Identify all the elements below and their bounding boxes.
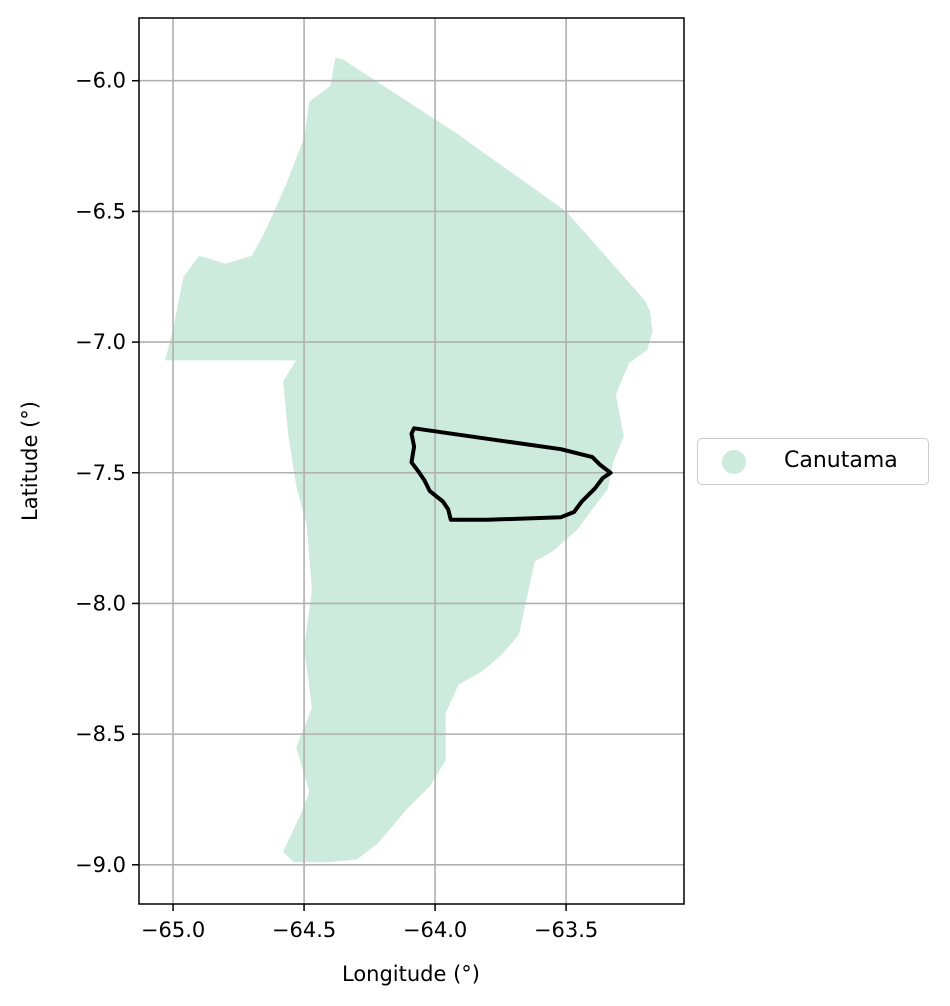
grid-layer bbox=[139, 18, 684, 904]
outline-layer bbox=[409, 426, 613, 522]
y-tick-label: −7.5 bbox=[75, 461, 126, 485]
region-canutama bbox=[165, 57, 653, 863]
y-tick-label: −8.0 bbox=[75, 591, 126, 615]
legend-label-canutama: Canutama bbox=[784, 448, 898, 473]
x-axis-label: Longitude (°) bbox=[342, 962, 480, 986]
x-tick-label: −65.0 bbox=[141, 918, 205, 942]
legend: Canutama bbox=[697, 438, 929, 485]
tick-layer: −65.0 −64.5 −64.0 −63.5 −6.0 −6.5 −7.0 −7.5 −8.0… bbox=[75, 69, 598, 942]
y-tick-label: −6.0 bbox=[75, 69, 126, 93]
y-tick-label: −7.0 bbox=[75, 330, 126, 354]
x-tick-label: −64.0 bbox=[403, 918, 467, 942]
plot-frame bbox=[138, 17, 685, 905]
y-tick-label: −6.5 bbox=[75, 199, 126, 223]
region-layer bbox=[165, 57, 653, 863]
highlight-outline bbox=[409, 426, 613, 522]
legend-marker-canutama bbox=[722, 450, 746, 474]
y-tick-label: −8.5 bbox=[75, 722, 126, 746]
y-axis-label: Latitude (°) bbox=[18, 401, 42, 521]
x-tick-label: −63.5 bbox=[534, 918, 598, 942]
y-tick-label: −9.0 bbox=[75, 853, 126, 877]
x-tick-label: −64.5 bbox=[272, 918, 336, 942]
